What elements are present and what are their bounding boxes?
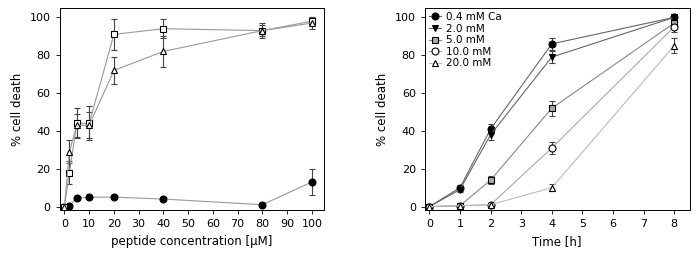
X-axis label: peptide concentration [μM]: peptide concentration [μM] <box>111 235 272 248</box>
Y-axis label: % cell death: % cell death <box>11 73 24 146</box>
Legend: 0.4 mM Ca, 2.0 mM, 5.0 mM, 10.0 mM, 20.0 mM: 0.4 mM Ca, 2.0 mM, 5.0 mM, 10.0 mM, 20.0… <box>428 11 503 69</box>
Y-axis label: % cell death: % cell death <box>376 73 389 146</box>
X-axis label: Time [h]: Time [h] <box>533 235 582 248</box>
